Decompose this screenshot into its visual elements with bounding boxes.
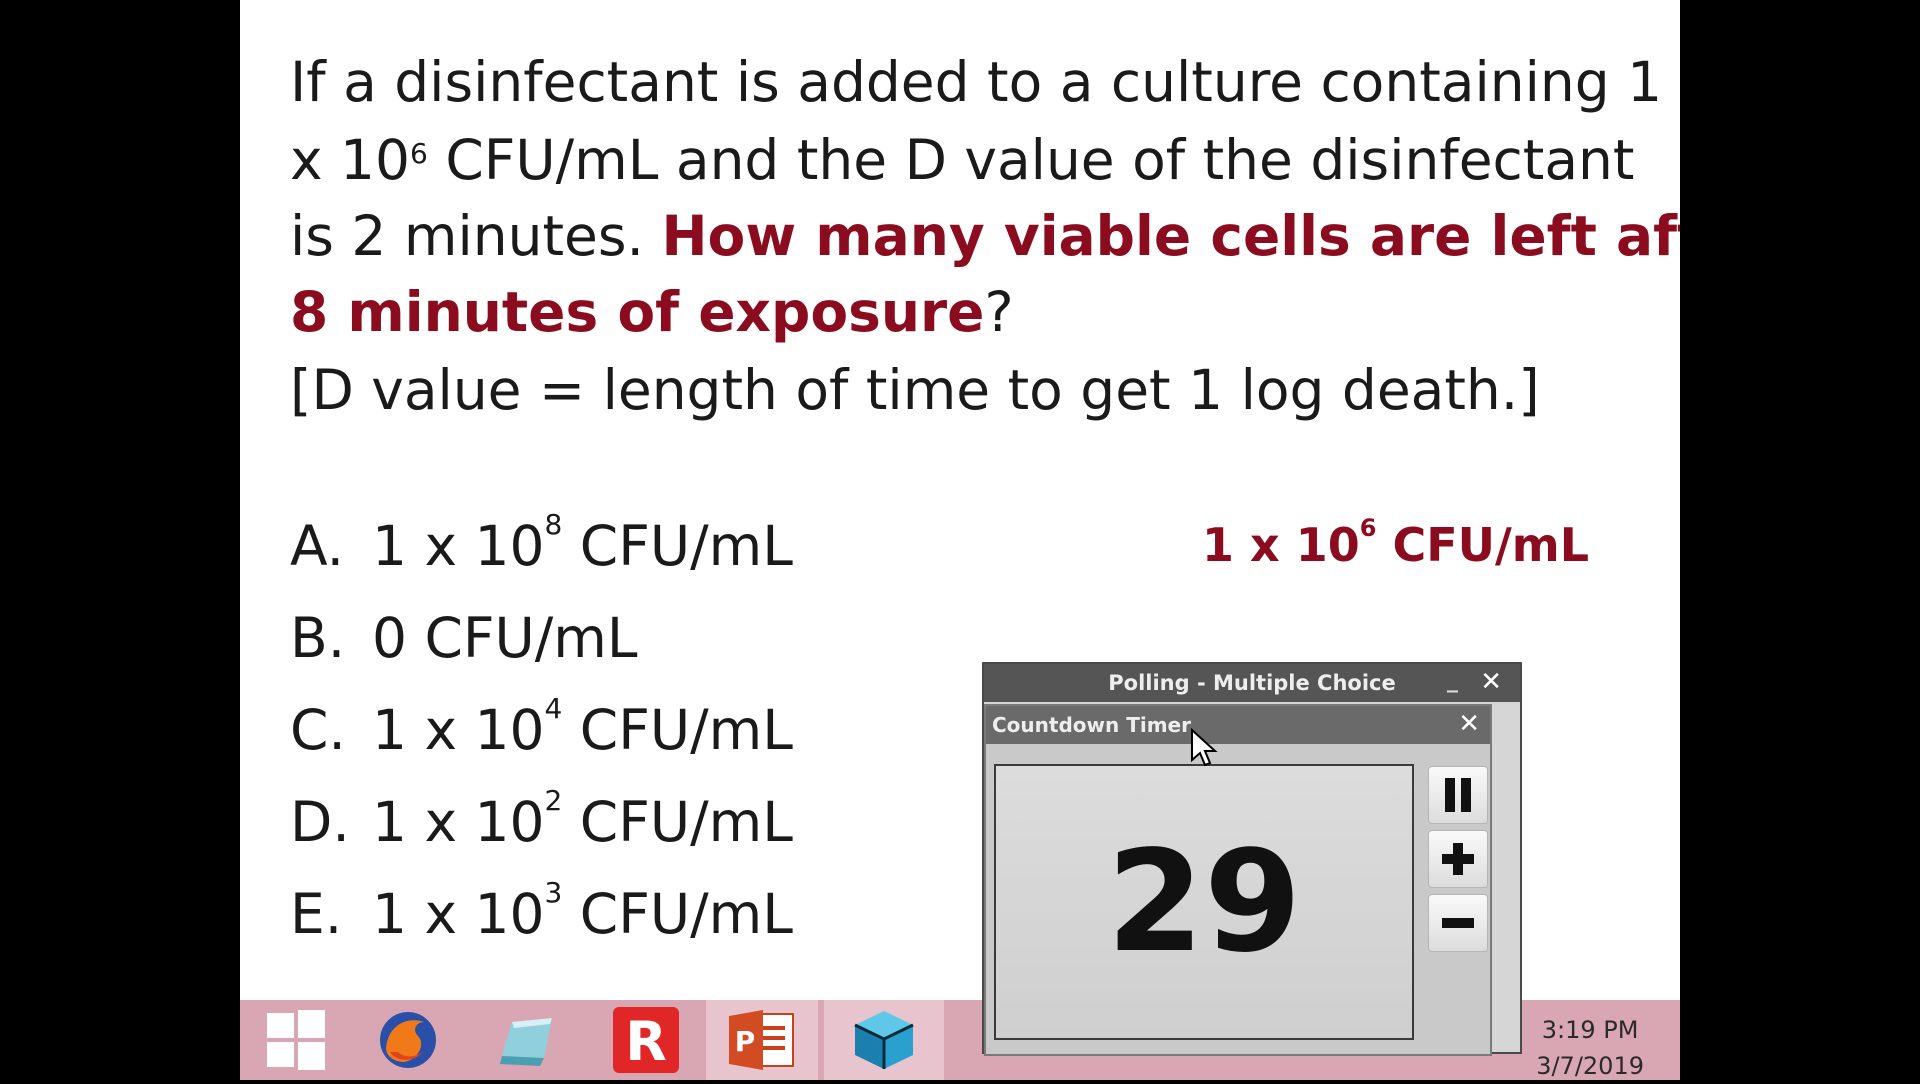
option-e: E. 1 x 103 CFU/mL (290, 876, 793, 946)
option-d: D. 1 x 102 CFU/mL (290, 784, 793, 854)
slide: If a disinfectant is added to a culture … (240, 0, 1680, 1000)
question-line-4: 8 minutes of exposure? (290, 280, 1014, 344)
taskbar-r-app-button[interactable]: R (590, 1000, 702, 1080)
mouse-cursor-icon (1191, 728, 1218, 767)
windows-start-button[interactable] (240, 1000, 352, 1080)
plus-icon (1442, 843, 1474, 875)
timer-close-button[interactable]: ✕ (1458, 709, 1480, 739)
r-app-icon: R (613, 1007, 679, 1073)
minimize-button[interactable]: _ (1447, 668, 1458, 693)
svg-text:P: P (735, 1025, 756, 1058)
cube-app-icon (854, 1011, 914, 1069)
system-clock[interactable]: 3:19 PM 3/7/2019 (1536, 1012, 1644, 1084)
question-line-5: [D value = length of time to get 1 log d… (290, 358, 1540, 422)
taskbar-explorer-button[interactable] (470, 1000, 582, 1080)
question-line-3: is 2 minutes. How many viable cells are … (290, 204, 1680, 268)
option-a: A. 1 x 108 CFU/mL (290, 508, 793, 578)
file-explorer-icon (500, 1018, 552, 1066)
add-time-button[interactable] (1428, 830, 1488, 888)
timer-title: Countdown Timer (992, 713, 1191, 737)
pause-icon (1445, 778, 1471, 812)
svg-text:R: R (625, 1010, 667, 1073)
option-b: B. 0 CFU/mL (290, 606, 638, 670)
clock-date: 3/7/2019 (1536, 1052, 1644, 1080)
clock-time: 3:19 PM (1541, 1016, 1639, 1044)
taskbar-cube-app-button[interactable] (824, 1000, 944, 1080)
polling-close-button[interactable]: ✕ (1480, 667, 1502, 697)
powerpoint-icon: P (729, 1010, 794, 1070)
countdown-timer-window: Countdown Timer ✕ 29 (984, 704, 1492, 1056)
polling-title: Polling - Multiple Choice (1108, 671, 1396, 695)
pause-button[interactable] (1428, 766, 1488, 824)
firefox-icon (380, 1012, 436, 1068)
polling-titlebar[interactable]: Polling - Multiple Choice _ ✕ (984, 664, 1520, 702)
minus-icon (1442, 918, 1474, 928)
answer-text: 1 x 106 CFU/mL (1202, 514, 1590, 572)
timer-value: 29 (994, 764, 1414, 1040)
option-c: C. 1 x 104 CFU/mL (290, 692, 793, 762)
windows-logo-icon (267, 1010, 325, 1070)
question-line-1: If a disinfectant is added to a culture … (290, 50, 1663, 114)
question-line-2: x 106 CFU/mL and the D value of the disi… (290, 128, 1635, 192)
taskbar-firefox-button[interactable] (352, 1000, 464, 1080)
timer-titlebar[interactable]: Countdown Timer ✕ (986, 706, 1490, 744)
subtract-time-button[interactable] (1428, 894, 1488, 952)
taskbar-powerpoint-button[interactable]: P (706, 1000, 818, 1080)
